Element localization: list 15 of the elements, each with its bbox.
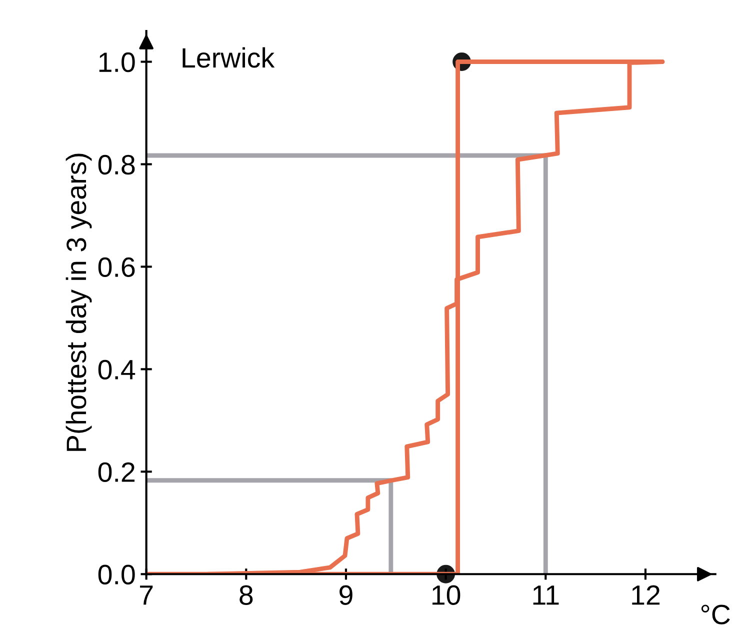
y-tick-label: 0.4 xyxy=(98,360,136,380)
x-tick-label: 11 xyxy=(533,586,559,605)
x-tick-label: 8 xyxy=(240,585,253,605)
x-tick-label: 9 xyxy=(340,585,352,605)
y-tick-label: 0.6 xyxy=(98,257,135,278)
x-tick-label: 12 xyxy=(632,585,660,605)
y-axis-title: P(hottest day in 3 years) xyxy=(66,154,92,451)
x-tick-label: 10 xyxy=(432,585,460,605)
y-tick-label: 1.0 xyxy=(99,52,135,72)
annotation: Lerwick xyxy=(182,47,275,68)
y-tick-label: 0.0 xyxy=(98,564,135,584)
x-axis-title: °C xyxy=(701,604,730,624)
x-tick-label: 7 xyxy=(140,586,153,605)
y-tick-label: 0.8 xyxy=(98,154,135,175)
y-tick-label: 0.2 xyxy=(98,462,135,482)
